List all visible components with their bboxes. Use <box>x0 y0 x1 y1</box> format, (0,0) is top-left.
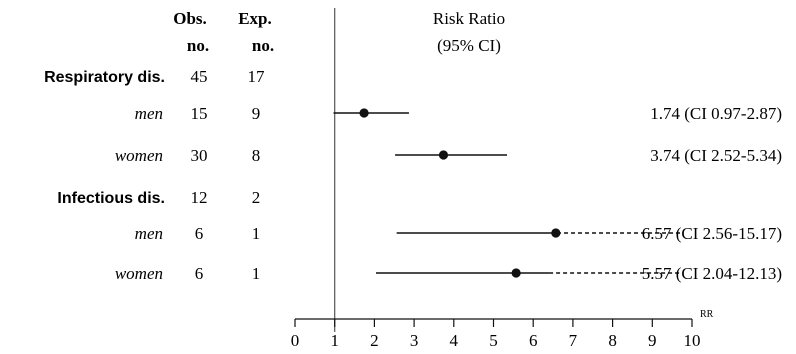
x-tick-label: 1 <box>330 331 339 350</box>
rr-point <box>511 268 521 278</box>
row-label: women <box>115 264 163 283</box>
obs-value: 15 <box>191 104 208 123</box>
exp-value: 1 <box>252 224 261 243</box>
rr-point <box>359 108 369 118</box>
obs-value: 45 <box>191 67 208 86</box>
header-exp-line1: Exp. <box>238 9 272 28</box>
rr-point <box>551 228 561 238</box>
x-tick-label: 0 <box>291 331 300 350</box>
exp-value: 17 <box>248 67 266 86</box>
exp-value: 8 <box>252 146 261 165</box>
x-tick-label: 10 <box>684 331 701 350</box>
row-label: men <box>135 104 163 123</box>
exp-value: 2 <box>252 188 261 207</box>
rr-label: 1.74 (CI 0.97-2.87) <box>650 104 782 123</box>
row-label: Infectious dis. <box>57 190 165 207</box>
x-tick-label: 9 <box>648 331 657 350</box>
obs-value: 6 <box>195 224 204 243</box>
header-exp-line2: no. <box>252 36 274 55</box>
row-label: women <box>115 146 163 165</box>
rr-label: 3.74 (CI 2.52-5.34) <box>650 146 782 165</box>
rr-label: 5.57 (CI 2.04-12.13) <box>642 264 782 283</box>
obs-value: 30 <box>191 146 208 165</box>
x-axis-label: RR <box>700 309 714 320</box>
x-tick-label: 6 <box>529 331 538 350</box>
header-rr-line2: (95% CI) <box>437 36 501 55</box>
rr-point <box>438 150 449 160</box>
x-tick-label: 2 <box>370 331 379 350</box>
exp-value: 1 <box>252 264 261 283</box>
obs-value: 12 <box>191 188 208 207</box>
rr-label: 6.57 (CI 2.56-15.17) <box>642 224 782 243</box>
x-tick-label: 3 <box>410 331 419 350</box>
obs-value: 6 <box>195 264 204 283</box>
x-tick-label: 8 <box>608 331 617 350</box>
header-obs-line2: no. <box>187 36 209 55</box>
exp-value: 9 <box>252 104 261 123</box>
x-tick-label: 4 <box>450 331 459 350</box>
row-label: men <box>135 224 163 243</box>
row-label: Respiratory dis. <box>44 69 165 86</box>
x-tick-label: 5 <box>489 331 498 350</box>
header-rr-line1: Risk Ratio <box>433 9 505 28</box>
x-tick-label: 7 <box>569 331 578 350</box>
header-obs-line1: Obs. <box>173 9 207 28</box>
